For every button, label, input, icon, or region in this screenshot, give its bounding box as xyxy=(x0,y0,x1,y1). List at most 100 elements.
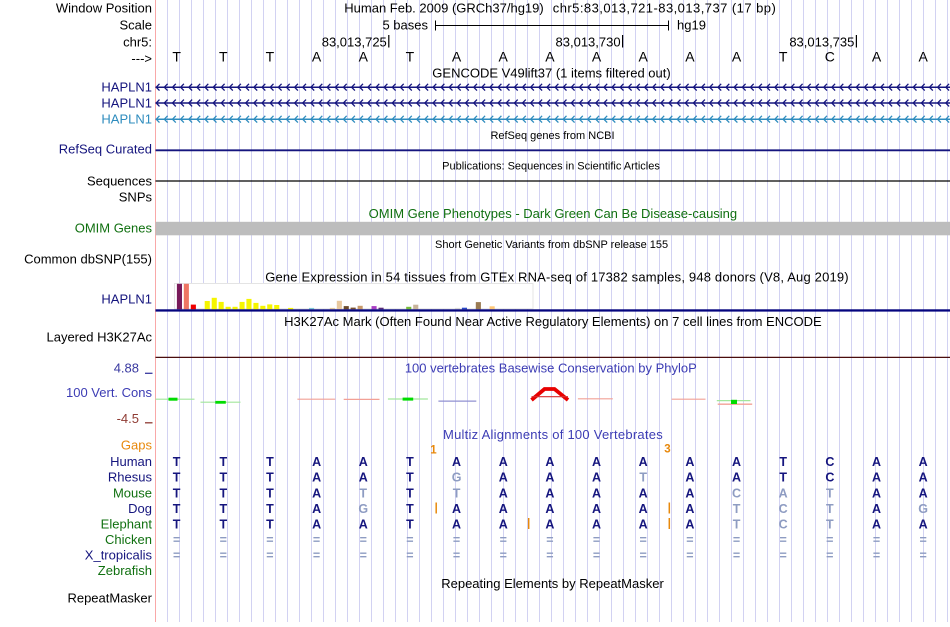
svg-text:Sequences: Sequences xyxy=(87,174,153,189)
svg-text:A: A xyxy=(872,518,881,532)
svg-text:Chicken: Chicken xyxy=(105,532,152,547)
svg-text:A: A xyxy=(872,502,881,516)
svg-text:T: T xyxy=(266,49,275,65)
svg-text:T: T xyxy=(406,518,414,532)
svg-text:=: = xyxy=(220,533,227,547)
svg-text:A: A xyxy=(545,487,554,501)
svg-text:T: T xyxy=(826,518,834,532)
svg-text:Human Feb. 2009 (GRCh37/hg19): Human Feb. 2009 (GRCh37/hg19) xyxy=(344,1,543,16)
svg-text:=: = xyxy=(593,549,600,563)
svg-text:G: G xyxy=(452,471,462,485)
svg-text:A: A xyxy=(685,49,695,65)
svg-text:H3K27Ac Mark (Often Found Near: H3K27Ac Mark (Often Found Near Active Re… xyxy=(284,314,822,329)
svg-text:Dog: Dog xyxy=(128,501,152,516)
svg-text:=: = xyxy=(640,549,647,563)
svg-text:SNPs: SNPs xyxy=(119,190,153,205)
svg-text:A: A xyxy=(359,49,369,65)
svg-text:T: T xyxy=(266,471,274,485)
svg-text:Common dbSNP(155): Common dbSNP(155) xyxy=(24,252,152,267)
svg-text:T: T xyxy=(639,471,647,485)
svg-text:C: C xyxy=(779,518,788,532)
svg-text:Multiz Alignments of 100 Verte: Multiz Alignments of 100 Vertebrates xyxy=(443,427,663,442)
svg-text:A: A xyxy=(312,49,322,65)
svg-text:A: A xyxy=(639,455,648,469)
svg-text:=: = xyxy=(546,533,553,547)
svg-text:T: T xyxy=(266,455,274,469)
svg-text:A: A xyxy=(312,471,321,485)
svg-text:A: A xyxy=(592,518,601,532)
svg-text:=: = xyxy=(873,533,880,547)
svg-text:Layered H3K27Ac: Layered H3K27Ac xyxy=(46,330,152,345)
svg-text:T: T xyxy=(779,455,787,469)
svg-text:A: A xyxy=(592,49,602,65)
svg-text:A: A xyxy=(592,471,601,485)
svg-text:=: = xyxy=(686,549,693,563)
svg-text:T: T xyxy=(826,502,834,516)
svg-text:T: T xyxy=(219,518,227,532)
svg-text:A: A xyxy=(639,518,648,532)
svg-text:Zebrafish: Zebrafish xyxy=(98,563,152,578)
svg-text:RepeatMasker: RepeatMasker xyxy=(67,591,152,606)
svg-text:A: A xyxy=(452,518,461,532)
svg-text:=: = xyxy=(313,533,320,547)
svg-text:=: = xyxy=(593,533,600,547)
svg-text:A: A xyxy=(779,487,788,501)
svg-text:Scale: Scale xyxy=(119,18,152,33)
svg-text:A: A xyxy=(639,487,648,501)
svg-text:A: A xyxy=(919,518,928,532)
svg-text:T: T xyxy=(266,487,274,501)
svg-text:A: A xyxy=(732,471,741,485)
svg-text:=: = xyxy=(173,549,180,563)
svg-text:A: A xyxy=(312,518,321,532)
svg-text:A: A xyxy=(499,502,508,516)
svg-text:A: A xyxy=(592,455,601,469)
svg-text:A: A xyxy=(685,487,694,501)
svg-text:GENCODE V49lift37 (1 items fil: GENCODE V49lift37 (1 items filtered out) xyxy=(432,66,670,81)
svg-text:83,013,735: 83,013,735 xyxy=(789,35,854,50)
svg-text:A: A xyxy=(359,518,368,532)
svg-text:A: A xyxy=(452,455,461,469)
svg-text:T: T xyxy=(173,502,181,516)
svg-text:T: T xyxy=(359,487,367,501)
svg-text:=: = xyxy=(640,533,647,547)
svg-text:A: A xyxy=(872,471,881,485)
svg-text:OMIM Gene Phenotypes - Dark Gr: OMIM Gene Phenotypes - Dark Green Can Be… xyxy=(369,206,738,221)
svg-text:HAPLN1: HAPLN1 xyxy=(101,80,152,95)
svg-text:=: = xyxy=(453,549,460,563)
svg-text:chr5:: chr5: xyxy=(123,35,152,50)
svg-text:Elephant: Elephant xyxy=(101,517,153,532)
svg-text:T: T xyxy=(733,502,741,516)
svg-text:Rhesus: Rhesus xyxy=(108,470,153,485)
svg-text:=: = xyxy=(546,549,553,563)
svg-text:A: A xyxy=(919,455,928,469)
svg-text:HAPLN1: HAPLN1 xyxy=(101,292,152,307)
svg-text:RefSeq Curated: RefSeq Curated xyxy=(59,142,152,157)
svg-text:A: A xyxy=(545,471,554,485)
svg-text:A: A xyxy=(499,518,508,532)
svg-text:Repeating Elements by RepeatMa: Repeating Elements by RepeatMasker xyxy=(441,576,664,591)
svg-text:T: T xyxy=(406,49,415,65)
svg-text:T: T xyxy=(173,487,181,501)
svg-text:=: = xyxy=(500,533,507,547)
svg-text:=: = xyxy=(733,549,740,563)
svg-text:OMIM Genes: OMIM Genes xyxy=(75,221,153,236)
svg-text:T: T xyxy=(826,487,834,501)
svg-text:=: = xyxy=(360,533,367,547)
svg-text:T: T xyxy=(779,471,787,485)
svg-text:T: T xyxy=(173,518,181,532)
svg-text:A: A xyxy=(499,49,509,65)
svg-text:A: A xyxy=(592,487,601,501)
svg-text:A: A xyxy=(639,49,649,65)
svg-text:chr5:83,013,721-83,013,737 (17: chr5:83,013,721-83,013,737 (17 bp) xyxy=(553,1,776,16)
svg-text:5 bases: 5 bases xyxy=(382,18,428,33)
svg-text:=: = xyxy=(920,549,927,563)
svg-text:1: 1 xyxy=(430,445,437,457)
svg-text:=: = xyxy=(686,533,693,547)
svg-text:A: A xyxy=(545,49,555,65)
svg-text:T: T xyxy=(266,502,274,516)
svg-text:C: C xyxy=(825,455,834,469)
svg-text:A: A xyxy=(685,471,694,485)
svg-text:3: 3 xyxy=(664,444,670,456)
svg-text:Window Position: Window Position xyxy=(56,1,152,16)
svg-text:A: A xyxy=(545,518,554,532)
